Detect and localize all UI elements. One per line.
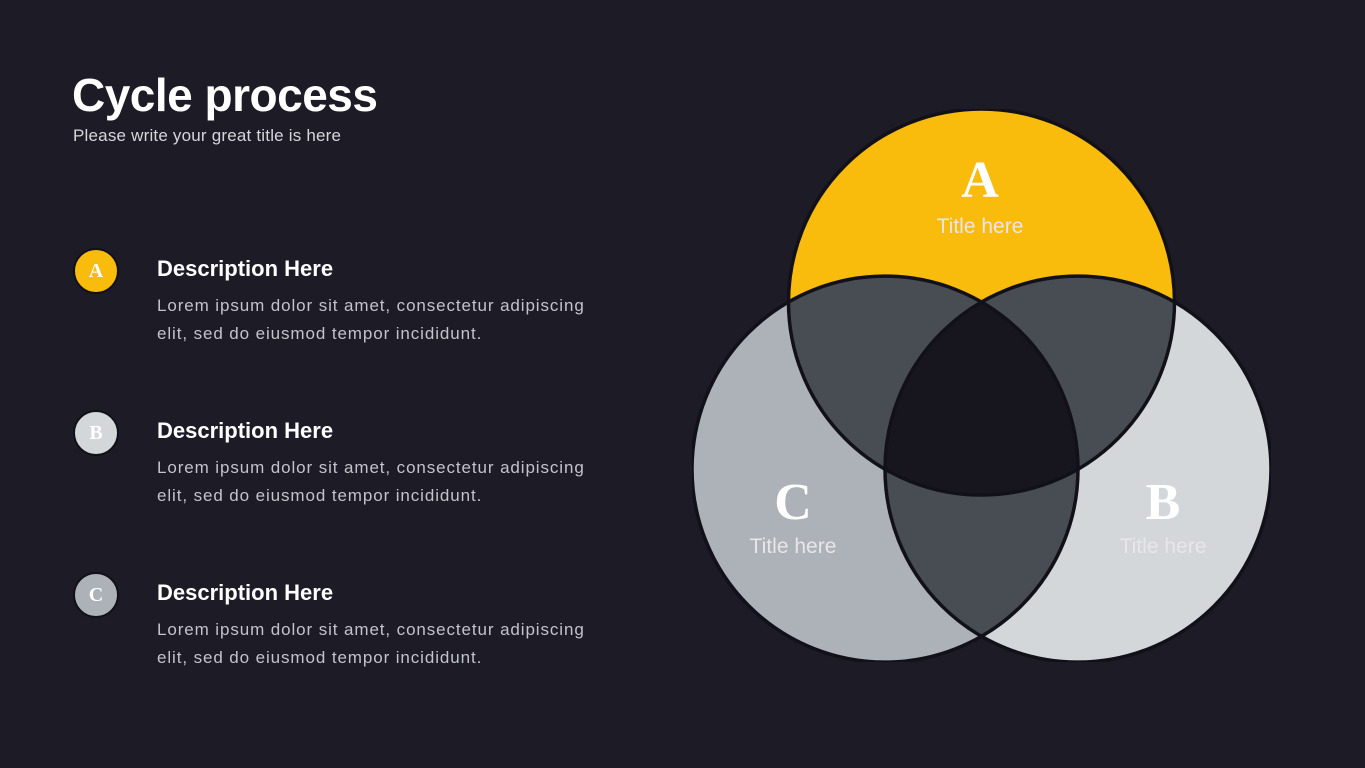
svg-text:B: B [1146, 474, 1181, 531]
svg-text:Title here: Title here [1120, 535, 1207, 558]
svg-text:Title here: Title here [750, 535, 837, 558]
svg-text:Title here: Title here [937, 215, 1024, 238]
svg-text:C: C [774, 474, 812, 531]
svg-text:A: A [961, 152, 999, 209]
